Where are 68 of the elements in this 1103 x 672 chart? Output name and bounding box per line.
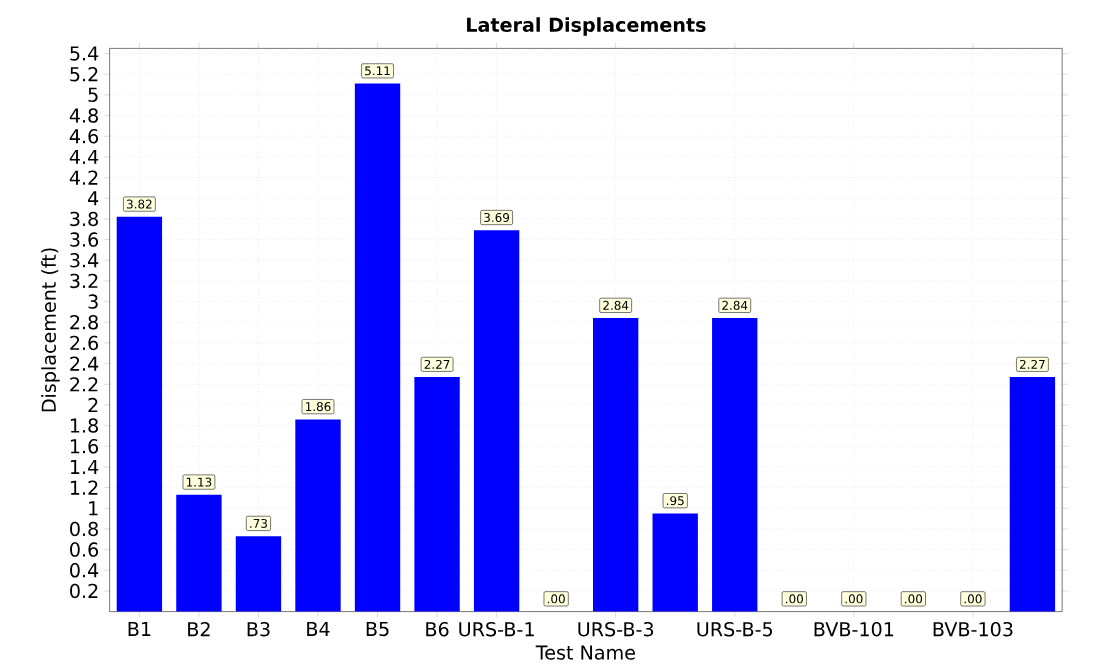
- data-label: .00: [964, 594, 982, 604]
- x-axis-title: Test Name: [535, 645, 635, 660]
- y-tick-label: 2.6: [70, 335, 99, 351]
- bar: [414, 376, 460, 612]
- y-tick-label: 4.8: [69, 108, 98, 123]
- bar: [652, 513, 698, 612]
- y-tick-label: 3.8: [70, 211, 98, 227]
- y-tick-label: 1.2: [70, 480, 98, 495]
- y-tick-label: 3: [88, 294, 98, 309]
- y-tick-label: 0.2: [70, 583, 98, 599]
- bar: [473, 230, 520, 612]
- data-label: 2.84: [603, 300, 629, 310]
- data-label: .00: [905, 594, 923, 604]
- y-tick-label: 2.2: [70, 377, 98, 392]
- bar: [1009, 376, 1056, 612]
- y-tick-label: 1.4: [70, 459, 99, 474]
- bar: [235, 536, 282, 612]
- x-tick-label: URS-B-5: [697, 621, 773, 637]
- y-tick-label: 5.4: [70, 46, 99, 61]
- chart-title: Lateral Displacements: [467, 17, 706, 36]
- data-label: .73: [250, 518, 267, 528]
- x-tick-label: B1: [128, 621, 151, 636]
- y-tick-label: 0.8: [70, 521, 98, 537]
- y-tick-label: 2: [88, 397, 98, 412]
- data-label: 1.86: [306, 402, 331, 412]
- x-tick-label: URS-B-3: [578, 621, 654, 637]
- x-tick-label: B4: [307, 621, 330, 636]
- y-tick-label: 4.4: [69, 149, 99, 164]
- y-tick-label: 3.6: [70, 232, 99, 247]
- x-tick-label: B6: [426, 621, 449, 637]
- y-tick-label: 5: [88, 87, 98, 102]
- y-tick-label: 4.6: [69, 128, 99, 144]
- data-label: 1.13: [186, 477, 212, 487]
- y-tick-label: 2.8: [70, 314, 98, 330]
- bar: [176, 494, 222, 612]
- y-tick-label: 1.8: [70, 418, 98, 433]
- x-tick-label: BVB-101: [814, 621, 894, 637]
- y-tick-label: 3.2: [70, 273, 98, 289]
- y-tick-label: 3.4: [70, 252, 99, 268]
- data-label: .00: [547, 594, 565, 604]
- data-label: 2.27: [424, 359, 450, 369]
- data-label: 5.11: [365, 66, 390, 76]
- bar: [712, 318, 758, 612]
- data-label: 3.82: [126, 199, 152, 209]
- x-tick-label: URS-B-1: [459, 621, 534, 637]
- y-tick-label: 4.2: [69, 170, 98, 185]
- y-tick-label: 2.4: [70, 356, 99, 371]
- bar: [592, 318, 639, 612]
- data-label: .00: [786, 594, 803, 604]
- x-tick-label: BVB-103: [933, 621, 1013, 637]
- y-tick-label: 5.2: [70, 66, 98, 82]
- y-tick-label: 1.6: [70, 438, 99, 454]
- data-label: .95: [666, 496, 684, 506]
- y-tick-label: 0.4: [70, 563, 99, 578]
- y-tick-label: 4: [88, 191, 99, 206]
- data-label: .00: [845, 594, 863, 604]
- data-label: 3.69: [484, 212, 510, 222]
- x-tick-label: B2: [188, 621, 210, 637]
- bar: [116, 216, 163, 612]
- bar: [354, 83, 401, 612]
- x-tick-label: B5: [366, 621, 389, 637]
- data-label: 2.84: [722, 300, 748, 310]
- bar: [295, 419, 341, 612]
- y-tick-label: 1: [89, 501, 98, 516]
- y-axis-title: Displacement (ft): [41, 248, 60, 412]
- x-tick-label: B3: [247, 621, 270, 637]
- data-label: 2.27: [1019, 359, 1045, 369]
- y-tick-label: 0.6: [70, 542, 99, 557]
